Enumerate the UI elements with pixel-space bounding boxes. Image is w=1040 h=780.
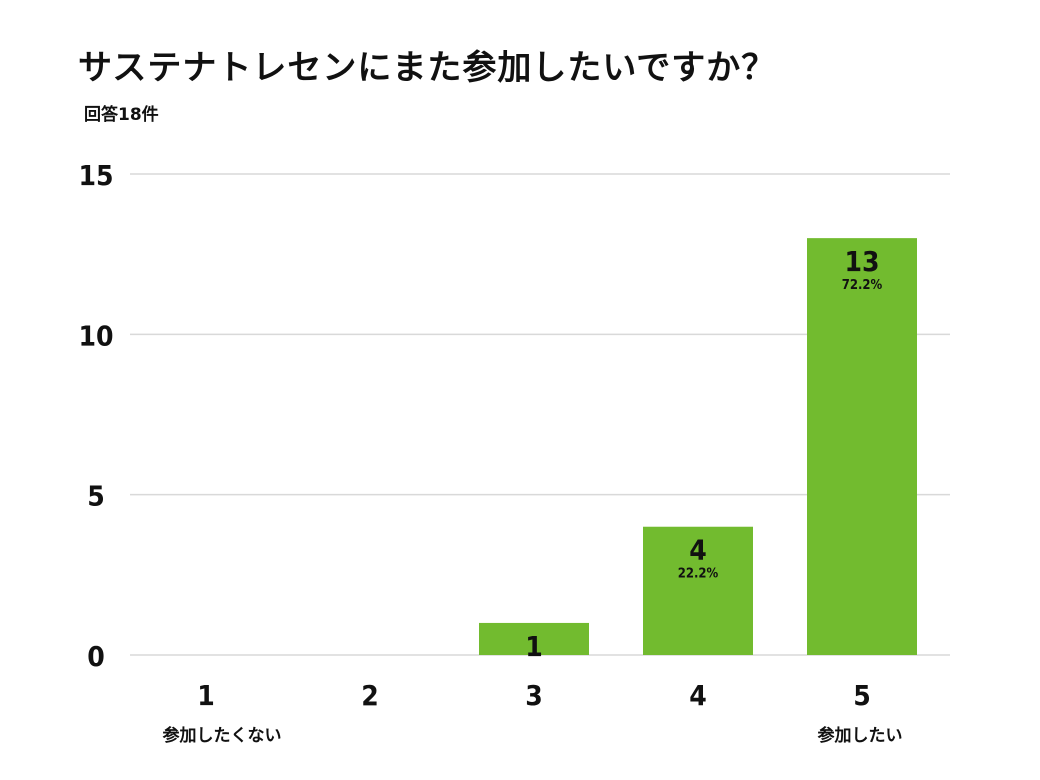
x-tick-label: 5 xyxy=(853,679,871,712)
bar-value-label: 13 xyxy=(844,245,879,278)
bar xyxy=(807,238,917,655)
x-tick-label: 3 xyxy=(525,679,543,712)
bar-percent-label: 22.2% xyxy=(678,567,719,582)
y-tick-label: 0 xyxy=(87,640,105,673)
bar-value-label: 4 xyxy=(689,534,707,567)
category-annotation-low: 参加したくない xyxy=(162,726,282,746)
bar xyxy=(479,622,589,655)
x-tick-label: 1 xyxy=(197,679,215,712)
y-tick-label: 10 xyxy=(78,319,113,352)
bar-percent-label: 72.2% xyxy=(842,278,883,293)
y-tick-label: 15 xyxy=(78,159,113,192)
category-annotation-high: 参加したい xyxy=(817,726,903,746)
x-tick-label: 2 xyxy=(361,679,379,712)
bar xyxy=(643,526,753,655)
chart-title: サステナトレセンにまた参加したいですか？ xyxy=(78,48,777,88)
chart-subtitle: 回答18件 xyxy=(84,105,159,125)
x-tick-label: 4 xyxy=(689,679,707,712)
y-tick-label: 5 xyxy=(87,480,105,513)
bar-value-label: 1 xyxy=(525,630,543,663)
